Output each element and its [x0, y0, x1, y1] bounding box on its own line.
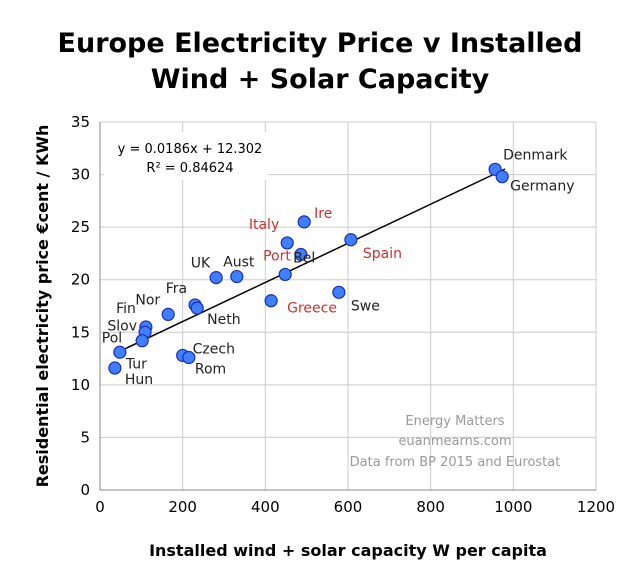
data-point-spain	[344, 233, 358, 247]
data-point-germany	[495, 170, 509, 184]
data-point-port	[294, 247, 308, 262]
data-point-nor	[161, 307, 175, 322]
equation-text: y = 0.0186x + 12.302	[118, 142, 263, 157]
y-tick-label: 0	[80, 481, 90, 499]
data-point-uk	[209, 271, 223, 285]
point-label-swe: Swe	[351, 298, 380, 314]
x-tick-label: 400	[251, 498, 280, 516]
y-tick-label: 30	[71, 166, 90, 184]
point-label-nor: Nor	[135, 292, 160, 308]
point-label-italy: Italy	[249, 217, 279, 233]
point-label-neth: Neth	[207, 312, 240, 328]
x-tick-label: 200	[168, 498, 197, 516]
data-point-tur	[113, 345, 127, 359]
annotation-1: Energy Matters	[405, 414, 504, 429]
point-label-hun: Hun	[125, 372, 153, 388]
y-tick-label: 5	[80, 428, 90, 446]
chart-title-line2: Wind + Solar Capacity	[151, 64, 490, 95]
point-label-port: Port	[263, 248, 291, 264]
data-point-pol	[135, 334, 149, 348]
data-point-neth	[190, 301, 204, 315]
annotation-2: euanmearns.com	[398, 434, 511, 449]
y-tick-label: 10	[71, 376, 90, 394]
x-tick-label: 1200	[577, 498, 615, 516]
data-point-hun	[108, 361, 122, 375]
point-label-slov: Slov	[107, 318, 137, 334]
point-label-bel: Bel	[293, 250, 315, 266]
y-tick-label: 25	[71, 218, 90, 236]
data-point-ire	[297, 215, 311, 229]
x-tick-label: 800	[416, 498, 445, 516]
x-tick-label: 600	[334, 498, 363, 516]
y-axis-label: Residential electricity price €cent / KW…	[33, 125, 52, 488]
x-axis-label: Installed wind + solar capacity W per ca…	[149, 541, 547, 560]
point-label-rom: Rom	[195, 362, 226, 378]
point-label-greece: Greece	[287, 301, 337, 317]
data-point-aust	[230, 269, 244, 284]
chart-title-line1: Europe Electricity Price v Installed	[58, 28, 583, 59]
point-label-pol: Pol	[102, 331, 122, 347]
point-label-tur: Tur	[125, 356, 147, 372]
data-point-rom	[182, 350, 196, 365]
annotation-3: Data from BP 2015 and Eurostat	[350, 455, 561, 470]
data-point-bel	[278, 267, 292, 282]
y-tick-label: 15	[71, 323, 90, 341]
equation-box	[104, 132, 268, 180]
point-label-aust: Aust	[223, 255, 255, 271]
point-label-ire: Ire	[314, 206, 332, 222]
point-label-fra: Fra	[166, 281, 187, 297]
data-point-greece	[264, 294, 278, 308]
point-label-czech: Czech	[193, 341, 235, 357]
data-point-swe	[332, 285, 346, 299]
point-label-spain: Spain	[363, 246, 402, 262]
y-tick-label: 35	[71, 113, 90, 131]
point-label-germany: Germany	[510, 179, 574, 195]
point-label-uk: UK	[191, 256, 211, 272]
point-label-denmark: Denmark	[503, 147, 568, 163]
trendline	[119, 168, 506, 352]
data-point-italy	[280, 236, 294, 250]
y-tick-label: 20	[71, 271, 90, 289]
x-tick-label: 0	[95, 498, 105, 516]
x-tick-label: 1000	[494, 498, 532, 516]
point-label-fin: Fin	[116, 301, 136, 317]
r2-text: R² = 0.84624	[146, 161, 233, 176]
